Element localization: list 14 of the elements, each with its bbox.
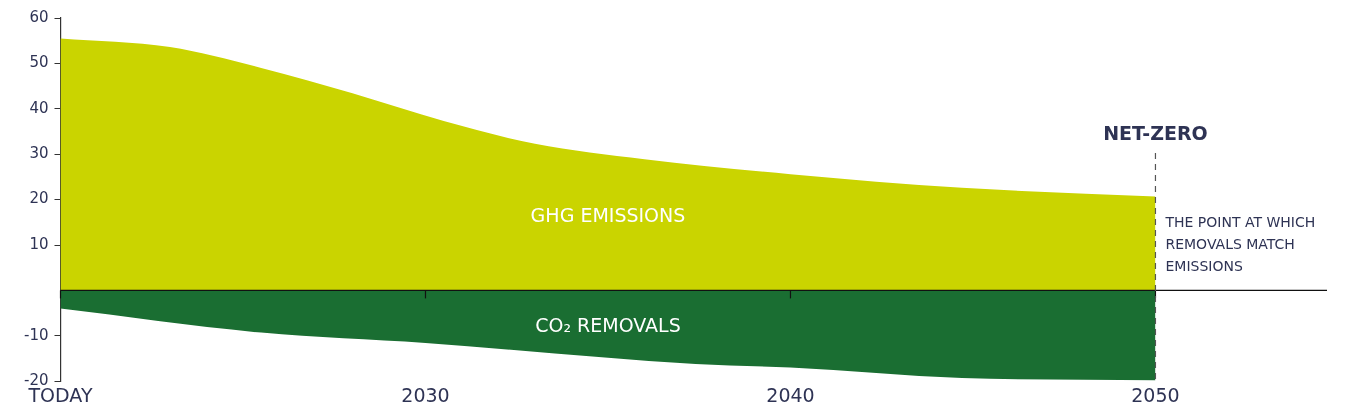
series-label: GHG EMISSIONS bbox=[530, 204, 686, 227]
y-tick-label: 20 bbox=[29, 189, 49, 208]
x-tick-label: 2050 bbox=[1131, 383, 1180, 406]
y-tick-label: 60 bbox=[29, 7, 49, 26]
y-tick-label: 50 bbox=[29, 53, 49, 72]
annotation: THE POINT AT WHICH REMOVALS MATCH EMISSIONS bbox=[1164, 213, 1316, 274]
y-tick-label: -10 bbox=[24, 325, 49, 344]
series-label: CO₂ REMOVALS bbox=[535, 314, 681, 337]
y-tick-label: 30 bbox=[29, 144, 49, 163]
x-tick-label: 2040 bbox=[766, 383, 815, 406]
y-tick-label: 40 bbox=[29, 98, 49, 117]
ref-line-label: NET-ZERO bbox=[1103, 122, 1208, 145]
x-tick-label: 2030 bbox=[401, 383, 450, 406]
y-tick-label: 10 bbox=[29, 234, 49, 253]
